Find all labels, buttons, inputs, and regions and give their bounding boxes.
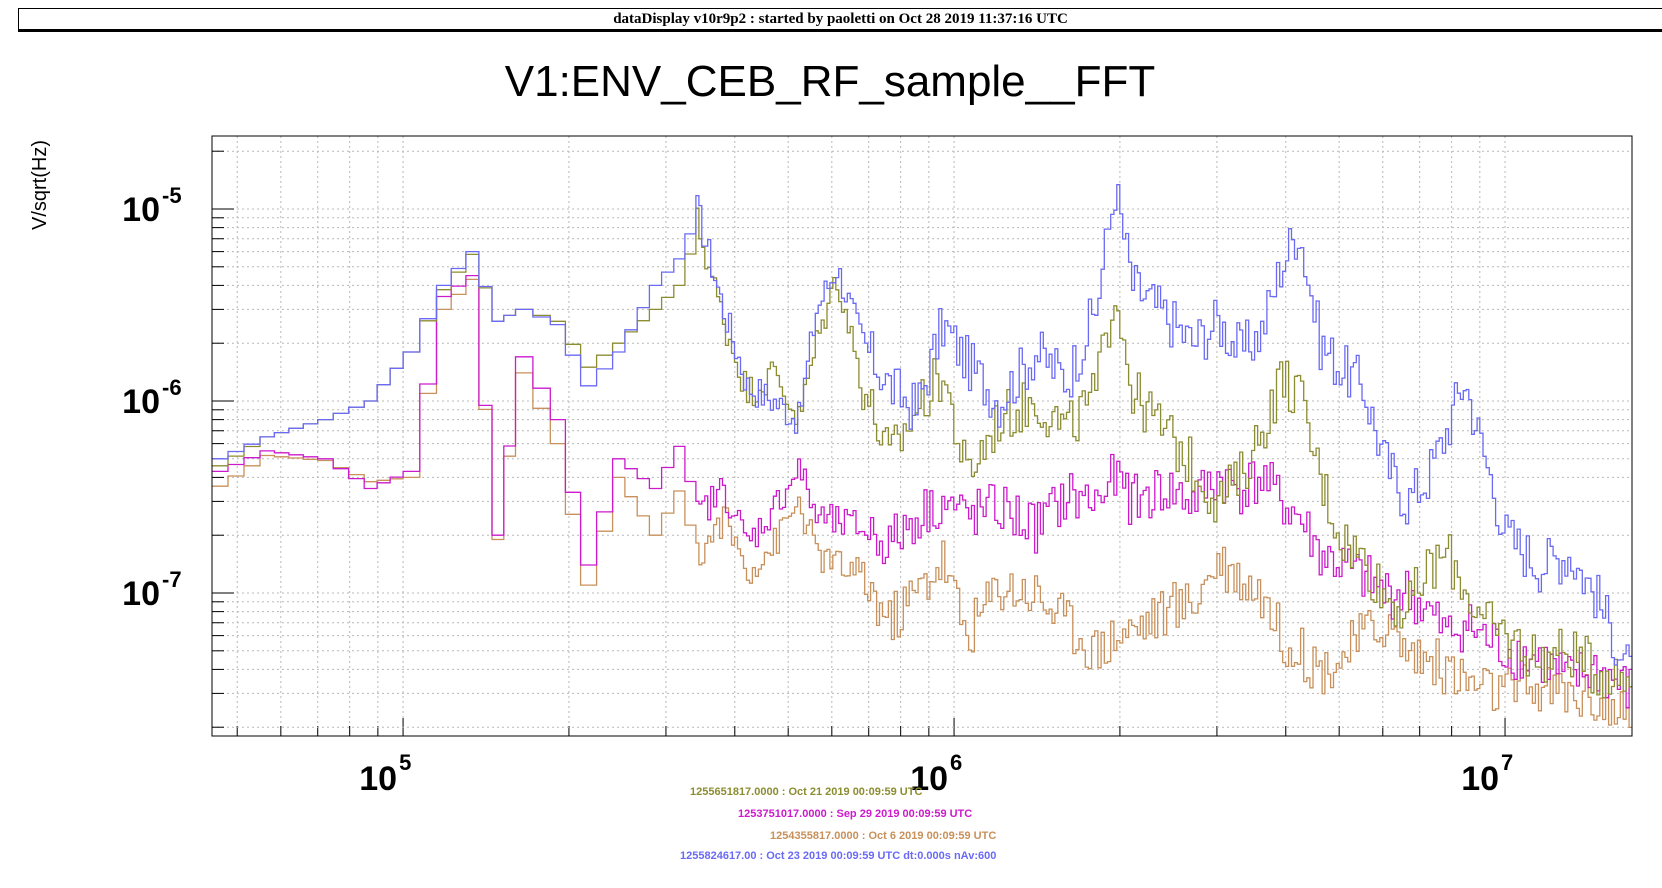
x-tick-exp: 6 bbox=[950, 750, 962, 775]
x-tick-base: 10 bbox=[910, 760, 948, 798]
y-tick-exp: -5 bbox=[162, 183, 182, 208]
y-tick-base: 10 bbox=[122, 383, 160, 421]
x-tick-exp: 7 bbox=[1501, 750, 1513, 775]
y-tick-label: 10 -5 bbox=[122, 183, 181, 229]
display-header: dataDisplay v10r9p2 : started by paolett… bbox=[18, 8, 1662, 32]
plot-frame bbox=[211, 135, 1633, 737]
y-tick-base: 10 bbox=[122, 191, 160, 229]
x-tick-label: 10 7 bbox=[1461, 750, 1513, 798]
legend-entry: 1255824617.00 : Oct 23 2019 00:09:59 UTC… bbox=[680, 850, 997, 862]
series-line-tan bbox=[212, 278, 1632, 729]
series-line-blue bbox=[212, 184, 1632, 666]
legend-entry: 1255651817.0000 : Oct 21 2019 00:09:59 U… bbox=[690, 786, 923, 798]
series-line-magenta bbox=[212, 274, 1632, 709]
grid bbox=[212, 136, 1632, 736]
y-tick-base: 10 bbox=[122, 575, 160, 613]
x-tick-label: 10 6 bbox=[910, 750, 962, 798]
x-tick-exp: 5 bbox=[399, 750, 411, 775]
legend-entry: 1253751017.0000 : Sep 29 2019 00:09:59 U… bbox=[738, 808, 973, 820]
y-tick-exp: -7 bbox=[162, 567, 182, 592]
legend-entry: 1254355817.0000 : Oct 6 2019 00:09:59 UT… bbox=[770, 830, 997, 842]
x-tick-base: 10 bbox=[359, 760, 397, 798]
x-tick-label: 10 5 bbox=[359, 750, 411, 798]
x-tick-base: 10 bbox=[1461, 760, 1499, 798]
y-axis-label: V/sqrt(Hz) bbox=[29, 140, 51, 230]
y-tick-label: 10 -6 bbox=[122, 375, 181, 421]
series-line-olive bbox=[212, 207, 1632, 699]
chart-title: V1:ENV_CEB_RF_sample__FFT bbox=[505, 57, 1155, 106]
series-layer bbox=[212, 184, 1632, 729]
y-tick-exp: -6 bbox=[162, 375, 182, 400]
header-text: dataDisplay v10r9p2 : started by paolett… bbox=[613, 11, 1068, 27]
tick-labels: 10 5 10 6 10 710 -510 -610 -7 bbox=[122, 183, 1513, 798]
y-tick-label: 10 -7 bbox=[122, 567, 181, 613]
